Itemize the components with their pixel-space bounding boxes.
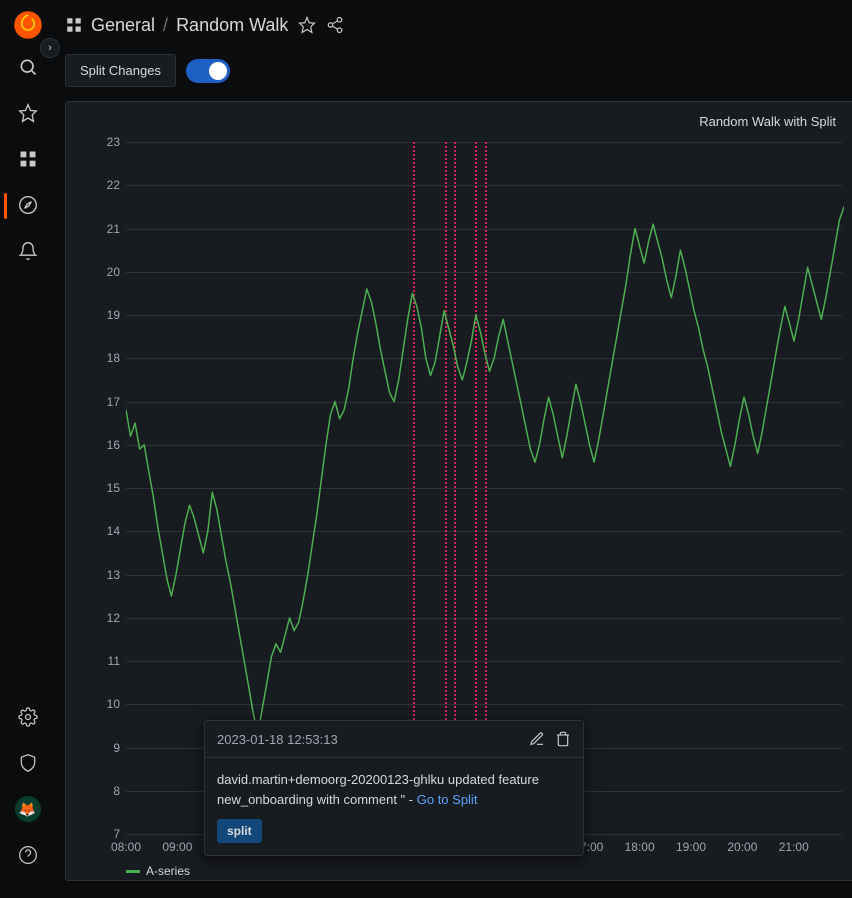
y-axis-label-12: 12 — [88, 611, 120, 625]
breadcrumb-org[interactable]: General — [91, 15, 155, 36]
share-icon[interactable] — [326, 16, 344, 34]
x-axis-label-2100: 21:00 — [779, 840, 809, 854]
y-axis-label-20: 20 — [88, 265, 120, 279]
annotation-tag-split[interactable]: split — [217, 819, 262, 843]
breadcrumb-dashboard-title[interactable]: Random Walk — [176, 15, 288, 36]
split-changes-toggle[interactable] — [186, 59, 230, 83]
y-axis-label-15: 15 — [88, 481, 120, 495]
y-axis-label-22: 22 — [88, 178, 120, 192]
explore-icon[interactable] — [15, 192, 41, 218]
grafana-logo-icon[interactable] — [13, 10, 43, 40]
starred-icon[interactable] — [15, 100, 41, 126]
y-axis-label-16: 16 — [88, 438, 120, 452]
split-changes-button[interactable]: Split Changes — [65, 54, 176, 87]
y-axis-label-23: 23 — [88, 135, 120, 149]
shield-icon[interactable] — [15, 750, 41, 776]
x-axis-label-0900: 09:00 — [162, 840, 192, 854]
dashboards-icon[interactable] — [15, 146, 41, 172]
legend-swatch-a-series[interactable] — [126, 870, 140, 873]
y-axis-label-10: 10 — [88, 697, 120, 711]
star-icon[interactable] — [298, 16, 316, 34]
y-axis-label-9: 9 — [88, 741, 120, 755]
breadcrumb: General / Random Walk — [65, 10, 852, 40]
y-axis-label-21: 21 — [88, 222, 120, 236]
legend: A-series — [126, 864, 190, 878]
legend-label-a-series[interactable]: A-series — [146, 864, 190, 878]
annotation-message: david.martin+demoorg-20200123-ghlku upda… — [217, 772, 539, 807]
x-axis-label-1900: 19:00 — [676, 840, 706, 854]
edit-annotation-icon[interactable] — [529, 731, 545, 747]
x-axis-label-1800: 18:00 — [625, 840, 655, 854]
breadcrumb-grid-icon[interactable] — [65, 16, 83, 34]
y-axis-label-11: 11 — [88, 654, 120, 668]
delete-annotation-icon[interactable] — [555, 731, 571, 747]
active-nav-indicator — [4, 193, 7, 219]
y-axis-label-17: 17 — [88, 395, 120, 409]
go-to-split-link[interactable]: Go to Split — [417, 792, 478, 807]
annotation-tooltip: 2023-01-18 12:53:13 david.martin+demoorg… — [204, 720, 584, 856]
controls-row: Split Changes — [65, 54, 852, 87]
y-axis-label-18: 18 — [88, 351, 120, 365]
x-axis-label-0800: 08:00 — [111, 840, 141, 854]
y-axis-label-14: 14 — [88, 524, 120, 538]
y-axis-label-19: 19 — [88, 308, 120, 322]
y-axis-label-8: 8 — [88, 784, 120, 798]
alerting-icon[interactable] — [15, 238, 41, 264]
y-axis-label-13: 13 — [88, 568, 120, 582]
search-icon[interactable] — [15, 54, 41, 80]
chart-title: Random Walk with Split — [699, 114, 836, 129]
help-icon[interactable] — [15, 842, 41, 868]
x-axis-label-2000: 20:00 — [727, 840, 757, 854]
chart-panel: Random Walk with Split 23 22 21 20 19 18 17 16 1… — [65, 101, 852, 881]
app-badge-icon[interactable]: 🦊 — [15, 796, 41, 822]
y-axis-label-7: 7 — [88, 827, 120, 841]
annotation-timestamp: 2023-01-18 12:53:13 — [217, 732, 338, 747]
config-icon[interactable] — [15, 704, 41, 730]
sidebar: › 🦊 — [0, 0, 55, 898]
